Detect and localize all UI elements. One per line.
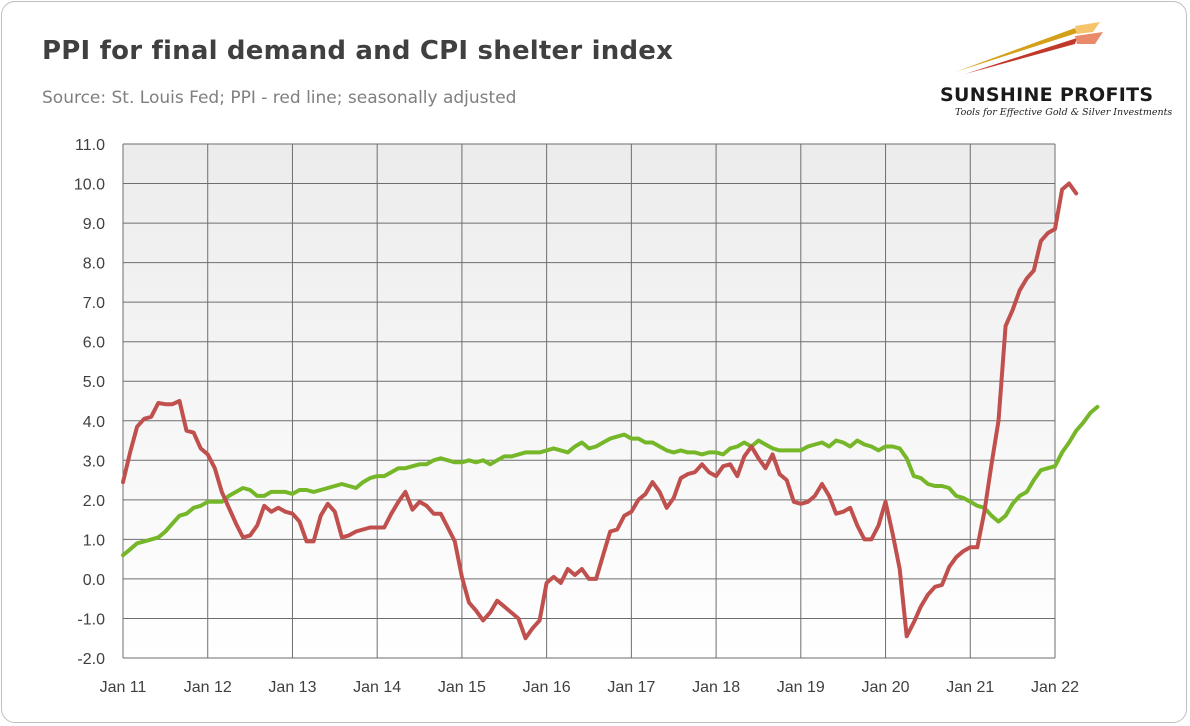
logo-tagline: Tools for Effective Gold & Silver Invest… [955, 107, 1173, 118]
x-tick-label: Jan 16 [523, 679, 571, 696]
x-tick-label: Jan 14 [353, 679, 401, 696]
x-tick-label: Jan 20 [862, 679, 910, 696]
x-tick-label: Jan 21 [946, 679, 994, 696]
logo-name: SUNSHINE PROFITS [940, 84, 1154, 106]
y-tick-label: 9.0 [83, 216, 105, 233]
y-axis: 11.0 10.0 9.0 8.0 7.0 6.0 5.0 4.0 3.0 2.0 1.0 0.0 -1… [74, 137, 105, 668]
sunshine-profits-logo: SUNSHINE PROFITS Tools for Effective Gol… [925, 14, 1175, 124]
y-tick-label: 2.0 [83, 493, 105, 510]
x-tick-label: Jan 22 [1031, 679, 1079, 696]
x-axis: Jan 11 Jan 12 Jan 13 Jan 14 Jan 15 Jan 16 Jan … [100, 679, 1080, 696]
y-tick-label: 10.0 [74, 177, 105, 194]
y-tick-label: 11.0 [75, 137, 105, 154]
shelter-series-line [121, 404, 1100, 558]
y-tick-label: 4.0 [83, 414, 105, 431]
chart-title: PPI for final demand and CPI shelter ind… [42, 36, 674, 66]
x-tick-label: Jan 18 [692, 679, 740, 696]
x-tick-label: Jan 19 [777, 679, 825, 696]
ppi-series-line [121, 181, 1079, 641]
y-tick-label: 3.0 [83, 453, 105, 470]
series-lines [121, 181, 1100, 641]
x-tick-label: Jan 12 [184, 679, 232, 696]
chart-subtitle: Source: St. Louis Fed; PPI - red line; s… [42, 88, 517, 108]
y-tick-label: 1.0 [83, 532, 105, 549]
x-tick-label: Jan 17 [607, 679, 655, 696]
y-tick-label: 5.0 [83, 374, 105, 391]
x-tick-label: Jan 11 [100, 679, 147, 696]
y-tick-label: 7.0 [83, 295, 105, 312]
x-tick-label: Jan 15 [438, 679, 486, 696]
y-tick-label: 0.0 [83, 572, 105, 589]
x-tick-label: Jan 13 [268, 679, 316, 696]
y-tick-label: 8.0 [83, 256, 105, 273]
y-tick-label: -1.0 [77, 611, 105, 628]
y-tick-label: -2.0 [77, 651, 105, 668]
logo-swoosh-icon [955, 22, 1103, 74]
y-tick-label: 6.0 [83, 335, 105, 352]
